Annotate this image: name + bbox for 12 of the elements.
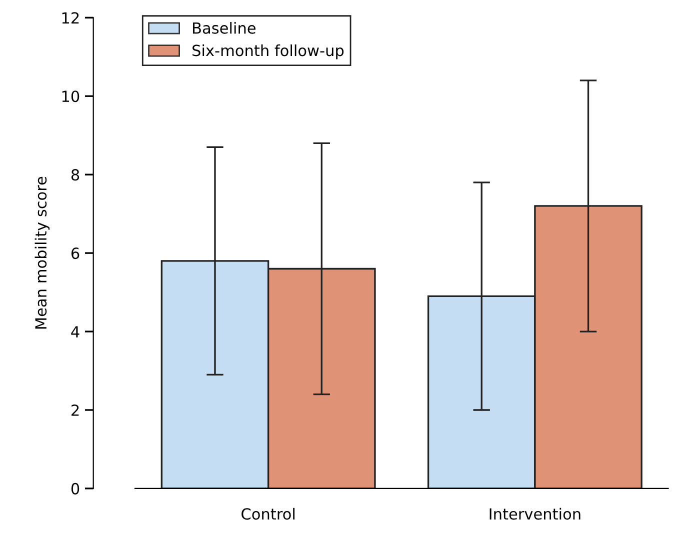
y-tick-label: 8 — [71, 169, 80, 181]
y-tick-label: 6 — [71, 248, 80, 260]
y-tick-label: 4 — [71, 326, 80, 338]
y-axis-title: Mean mobility score — [34, 176, 50, 329]
legend-label: Baseline — [193, 22, 256, 34]
x-tick-label: Control — [242, 508, 294, 520]
y-tick-label: 10 — [62, 90, 80, 102]
x-tick-label: Intervention — [490, 508, 580, 520]
y-tick-label: 0 — [71, 482, 80, 494]
y-tick-label: 12 — [62, 12, 79, 24]
legend-label: Six-month follow-up — [192, 44, 344, 60]
y-tick-label: 2 — [72, 404, 79, 416]
